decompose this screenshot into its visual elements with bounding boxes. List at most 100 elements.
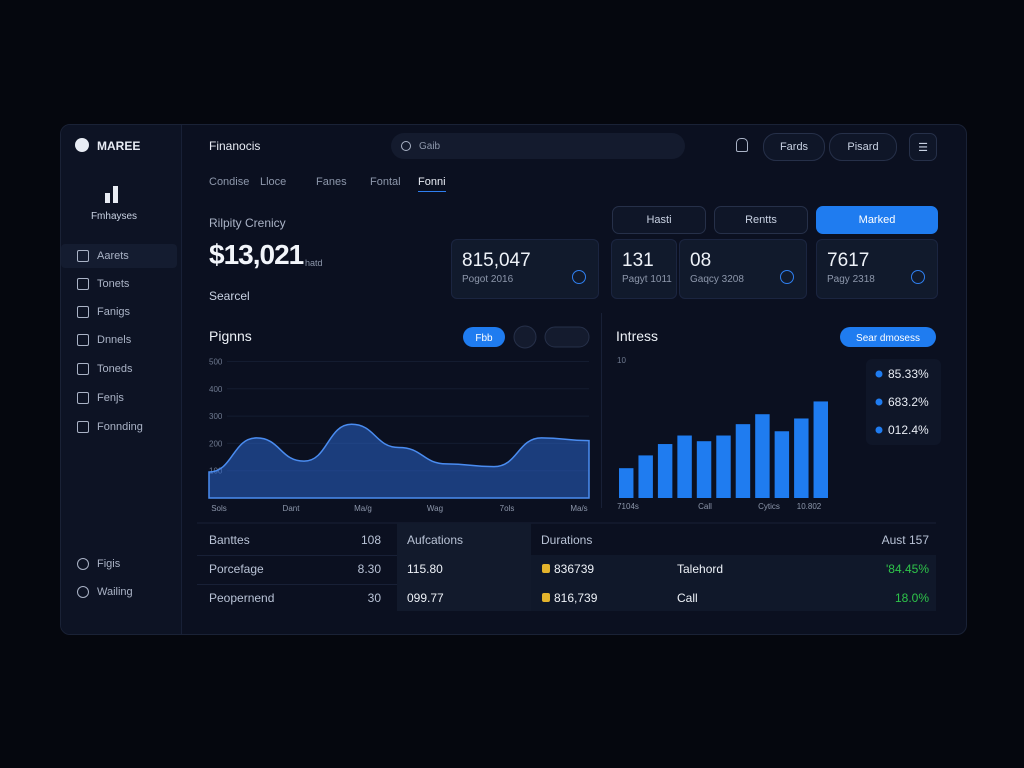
bar [657,444,673,498]
legend-dot [875,426,883,434]
nav-icon [77,250,89,262]
charts: PignnsFbb100200300400500SolsDantMa/gWag7… [197,325,941,524]
y-tick-label: 300 [209,412,223,421]
bar [619,468,634,498]
section-label: Fmhayses [90,211,138,222]
table-cell: 8.30 [357,562,381,576]
tab[interactable]: Fanes [316,176,347,188]
nav-icon [77,278,89,290]
brand-icon [75,138,89,152]
nav-icon [77,334,89,346]
summary-select[interactable]: Searcel [209,289,250,303]
nav-label: Fonnding [97,421,143,433]
x-tick-label: Sols [211,504,227,513]
stat-value: 131 [622,250,654,271]
nav-label: Wailing [97,586,133,598]
table-header: Aufcations [407,533,464,547]
nav-label: Fenjs [97,392,124,404]
chart-panel [197,313,602,508]
summary-value: $13,021 [209,239,304,270]
stat-card: 131 Pagyt 1011 [611,239,677,299]
nav-item[interactable]: Fanigs [61,300,179,324]
stat-label: Pagyt 1011 [622,274,672,285]
dashboard: MAREE Fmhayses Aarets Tonets Fanigs Dnnels T… [60,124,967,635]
stat-value: 08 [690,250,712,271]
filter-button[interactable]: Marked [816,206,938,234]
bar [716,435,731,498]
tab[interactable]: Fonni [418,176,446,192]
nav-item[interactable]: Toneds [61,357,179,381]
sidebar: MAREE Fmhayses Aarets Tonets Fanigs Dnnels T… [61,125,182,634]
table-cell: 836739 [554,562,595,576]
nav-icon [77,363,89,375]
nav-item[interactable]: Dnnels [61,328,179,352]
nav-icon [77,306,89,318]
chart-control [544,326,590,348]
bar [774,431,790,498]
bar [735,424,751,498]
section-icon [105,186,118,203]
tab[interactable]: Fontal [370,176,401,188]
nav-item[interactable]: Fonnding [61,415,179,439]
nav-label: Fanigs [97,306,131,318]
table-cell: Call [677,591,698,605]
bar [677,435,692,498]
y-tick-label: 200 [209,439,223,448]
nav-item[interactable]: Figis [61,552,179,576]
y-tick-label: 500 [209,357,223,366]
header-button[interactable]: Fards [763,133,825,161]
table-header: Durations [541,533,593,547]
bar [638,455,653,498]
x-tick-label: Wag [427,504,443,513]
table-cell: 115.80 [407,562,443,576]
tab[interactable]: Lloce [260,176,287,188]
x-tick-label: 7ols [500,504,515,513]
table-cell: 18.0% [894,591,929,605]
coin-icon [542,593,550,602]
stat-label: Pogot 2016 [462,274,514,285]
table-cell: 108 [360,533,381,547]
bar [813,401,828,498]
bar [696,441,712,498]
stat-value: 815,047 [462,250,531,271]
legend-dot [875,398,883,406]
summary-label: Rilpity Crenicy [209,216,286,230]
tab[interactable]: Condise [209,176,250,188]
table-cell: Talehord [677,562,724,576]
table-highlight [397,523,531,611]
table-header: Aust 157 [881,533,929,547]
header-button[interactable]: Pisard [829,133,897,161]
chart-title: Pignns [209,328,252,344]
x-tick-label: Ma/g [354,504,372,513]
search-icon [401,141,411,151]
nav-item[interactable]: Wailing [61,580,179,604]
bell[interactable] [736,138,748,152]
legend-label: 85.33% [888,367,929,381]
filter-button[interactable]: Rentts [714,206,808,234]
nav-item[interactable]: Aarets [61,244,177,268]
x-tick-label: Call [698,502,712,511]
divider [197,584,397,585]
table-cell: 816,739 [554,591,598,605]
nav-icon [77,558,89,570]
menu[interactable]: ☰ [909,133,937,161]
legend-label: 683.2% [888,395,929,409]
nav-label: Dnnels [97,334,132,346]
chart-button [463,327,505,347]
legend-dot [875,370,883,378]
stat-label: Pagy 2318 [827,274,875,285]
coin-icon [542,564,550,573]
stat-card: 815,047 Pogot 2016 [451,239,599,299]
nav-icon [77,586,89,598]
filter-button[interactable]: Hasti [612,206,706,234]
nav-item[interactable]: Fenjs [61,386,179,410]
nav-item[interactable]: Tonets [61,272,179,296]
table-cell: Peopernend [209,591,275,605]
summary-unit: hatd [305,258,323,268]
nav-icon [77,421,89,433]
chart-button [840,327,936,347]
stat-icon [911,270,925,284]
table-cell: '84.45% [886,562,929,576]
search[interactable]: Gaib [391,133,685,159]
stat-card: 7617 Pagy 2318 [816,239,938,299]
